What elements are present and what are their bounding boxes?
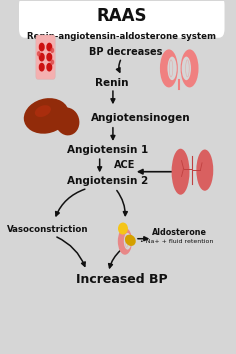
Ellipse shape	[35, 105, 51, 117]
Text: RAAS: RAAS	[97, 7, 147, 25]
Text: Renin: Renin	[95, 78, 129, 88]
Circle shape	[38, 52, 40, 56]
Ellipse shape	[181, 49, 198, 87]
Circle shape	[47, 44, 52, 51]
Ellipse shape	[118, 223, 128, 235]
Circle shape	[39, 63, 44, 71]
Text: Angiotensin 1: Angiotensin 1	[67, 145, 148, 155]
Ellipse shape	[55, 108, 79, 135]
Text: • Na+ + fluid retention: • Na+ + fluid retention	[140, 239, 213, 244]
Ellipse shape	[118, 228, 132, 255]
Circle shape	[39, 44, 44, 51]
Ellipse shape	[24, 98, 69, 134]
FancyBboxPatch shape	[19, 0, 224, 38]
Text: Renin-angiotensin-aldosterone system: Renin-angiotensin-aldosterone system	[27, 32, 216, 41]
Ellipse shape	[168, 57, 177, 80]
Ellipse shape	[196, 149, 213, 191]
Ellipse shape	[125, 235, 136, 246]
Text: Angiotensin 2: Angiotensin 2	[67, 176, 148, 186]
Text: ACE: ACE	[114, 160, 136, 170]
Text: Increased BP: Increased BP	[76, 273, 168, 286]
Circle shape	[39, 53, 44, 61]
Ellipse shape	[160, 49, 178, 87]
Text: BP decreases: BP decreases	[89, 47, 163, 57]
Ellipse shape	[182, 57, 191, 80]
Text: Angiotensinogen: Angiotensinogen	[91, 113, 190, 123]
Ellipse shape	[124, 233, 131, 250]
Circle shape	[47, 53, 52, 61]
FancyBboxPatch shape	[36, 35, 55, 79]
Circle shape	[51, 48, 54, 52]
Text: Vasoconstriction: Vasoconstriction	[7, 225, 88, 234]
Circle shape	[51, 60, 54, 64]
Text: Aldosterone: Aldosterone	[152, 228, 207, 237]
Circle shape	[47, 63, 52, 71]
Ellipse shape	[172, 149, 190, 195]
